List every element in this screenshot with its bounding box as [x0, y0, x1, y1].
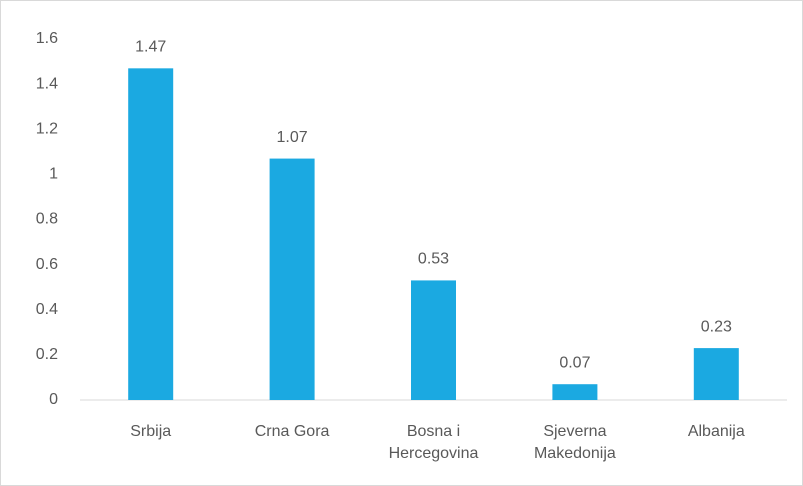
bar — [552, 384, 598, 400]
x-tick-label: Srbija — [130, 423, 172, 440]
y-tick-label: 0.8 — [36, 211, 58, 228]
y-tick-label: 1.4 — [36, 75, 58, 92]
data-label: 0.53 — [418, 251, 449, 268]
y-tick-label: 0 — [49, 391, 58, 408]
bar — [693, 348, 739, 400]
y-tick-label: 0.6 — [36, 256, 58, 273]
x-tick-label: Albanija — [687, 423, 745, 440]
y-tick-label: 1 — [49, 166, 58, 183]
bar — [411, 280, 456, 400]
y-tick-label: 0.4 — [36, 301, 58, 318]
data-label: 1.47 — [135, 39, 166, 56]
y-tick-label: 1.6 — [36, 30, 58, 47]
x-tick-label: Crna Gora — [254, 423, 330, 440]
y-tick-label: 1.2 — [36, 120, 58, 137]
data-label: 1.07 — [277, 129, 308, 146]
data-label: 0.23 — [701, 318, 732, 335]
bar — [128, 68, 174, 401]
data-label: 0.07 — [559, 354, 590, 371]
bar — [269, 158, 315, 400]
x-tick-label: Bosna i Hercegovina — [388, 423, 479, 462]
x-tick-label: Sjeverna Makedonija — [533, 423, 616, 462]
y-tick-label: 0.2 — [36, 346, 58, 363]
